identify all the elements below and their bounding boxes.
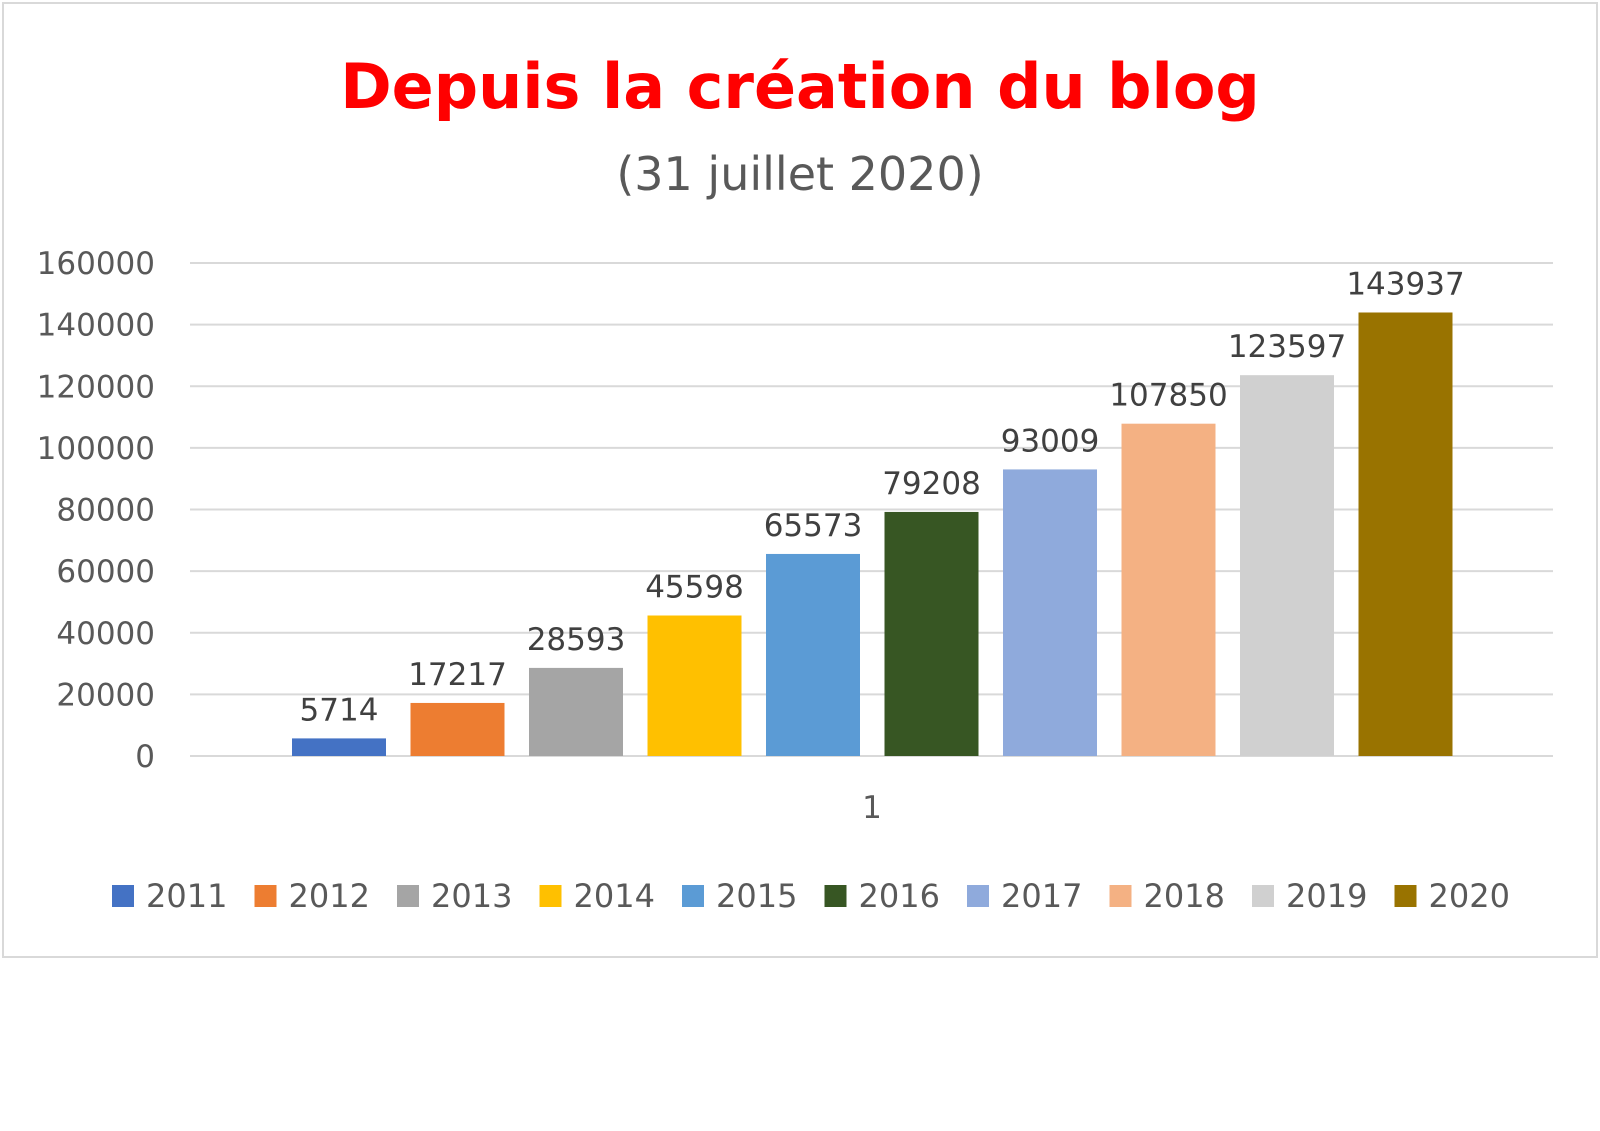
data-label-2011: 5714 [300, 692, 379, 728]
y-tick-label: 80000 [56, 493, 155, 529]
legend-label-2011: 2011 [146, 877, 227, 915]
data-label-2017: 93009 [1001, 423, 1100, 459]
legend-label-2012: 2012 [289, 877, 370, 915]
bar-2015 [766, 553, 860, 756]
legend-label-2014: 2014 [574, 877, 655, 915]
bar-2018 [1121, 423, 1216, 756]
legend-swatch-2020 [1394, 885, 1417, 907]
y-tick-label: 120000 [37, 369, 155, 405]
y-tick-label: 140000 [37, 308, 155, 344]
data-label-2012: 17217 [408, 657, 507, 693]
bar-2014 [647, 615, 742, 756]
y-tick-label: 20000 [56, 677, 155, 713]
legend-label-2015: 2015 [716, 877, 797, 915]
bars [292, 312, 1453, 756]
bar-2013 [529, 667, 623, 756]
data-label-2019: 123597 [1228, 329, 1346, 365]
data-label-2013: 28593 [527, 622, 626, 658]
legend-swatch-2017 [967, 885, 989, 907]
legend-swatch-2016 [824, 885, 847, 907]
legend-swatch-2015 [682, 885, 704, 907]
legend-swatch-2019 [1252, 885, 1274, 907]
data-label-2015: 65573 [764, 508, 863, 544]
legend-swatch-2018 [1109, 885, 1132, 907]
bar-2017 [1003, 469, 1097, 756]
bar-2016 [884, 511, 979, 756]
y-tick-label: 0 [135, 739, 155, 775]
chart-subtitle: (31 juillet 2020) [616, 147, 983, 201]
y-tick-label: 60000 [56, 554, 155, 590]
y-tick-label: 160000 [37, 246, 155, 282]
legend-label-2016: 2016 [859, 877, 940, 915]
y-tick-label: 40000 [56, 616, 155, 652]
chart-title: Depuis la création du blog [340, 50, 1260, 123]
x-category-label: 1 [862, 790, 882, 826]
data-label-2020: 143937 [1346, 266, 1464, 302]
y-axis-ticks: 0 20000 40000 60000 80000 100000 120000 140000 1… [37, 246, 155, 775]
gridlines [190, 262, 1553, 757]
bar-2019 [1240, 375, 1334, 756]
legend-swatch-2012 [254, 885, 277, 907]
y-tick-label: 100000 [37, 431, 155, 467]
legend-swatch-2014 [539, 885, 562, 907]
legend-label-2018: 2018 [1144, 877, 1225, 915]
data-label-2014: 45598 [645, 570, 744, 606]
data-label-2018: 107850 [1109, 378, 1227, 414]
legend-swatch-2013 [397, 885, 419, 907]
legend-swatch-2011 [112, 885, 134, 907]
legend-label-2017: 2017 [1001, 877, 1082, 915]
legend: 2011 2012 2013 2014 2015 2016 2017 2018 2019 2020 [112, 877, 1510, 915]
legend-label-2019: 2019 [1286, 877, 1367, 915]
legend-label-2013: 2013 [431, 877, 512, 915]
bar-2020 [1358, 312, 1453, 756]
data-label-2016: 79208 [882, 466, 981, 502]
data-labels: 5714 17217 28593 45598 65573 79208 93009107850… [300, 266, 1465, 728]
bar-2011 [292, 738, 386, 756]
bar-2012 [410, 702, 505, 756]
legend-label-2020: 2020 [1429, 877, 1510, 915]
